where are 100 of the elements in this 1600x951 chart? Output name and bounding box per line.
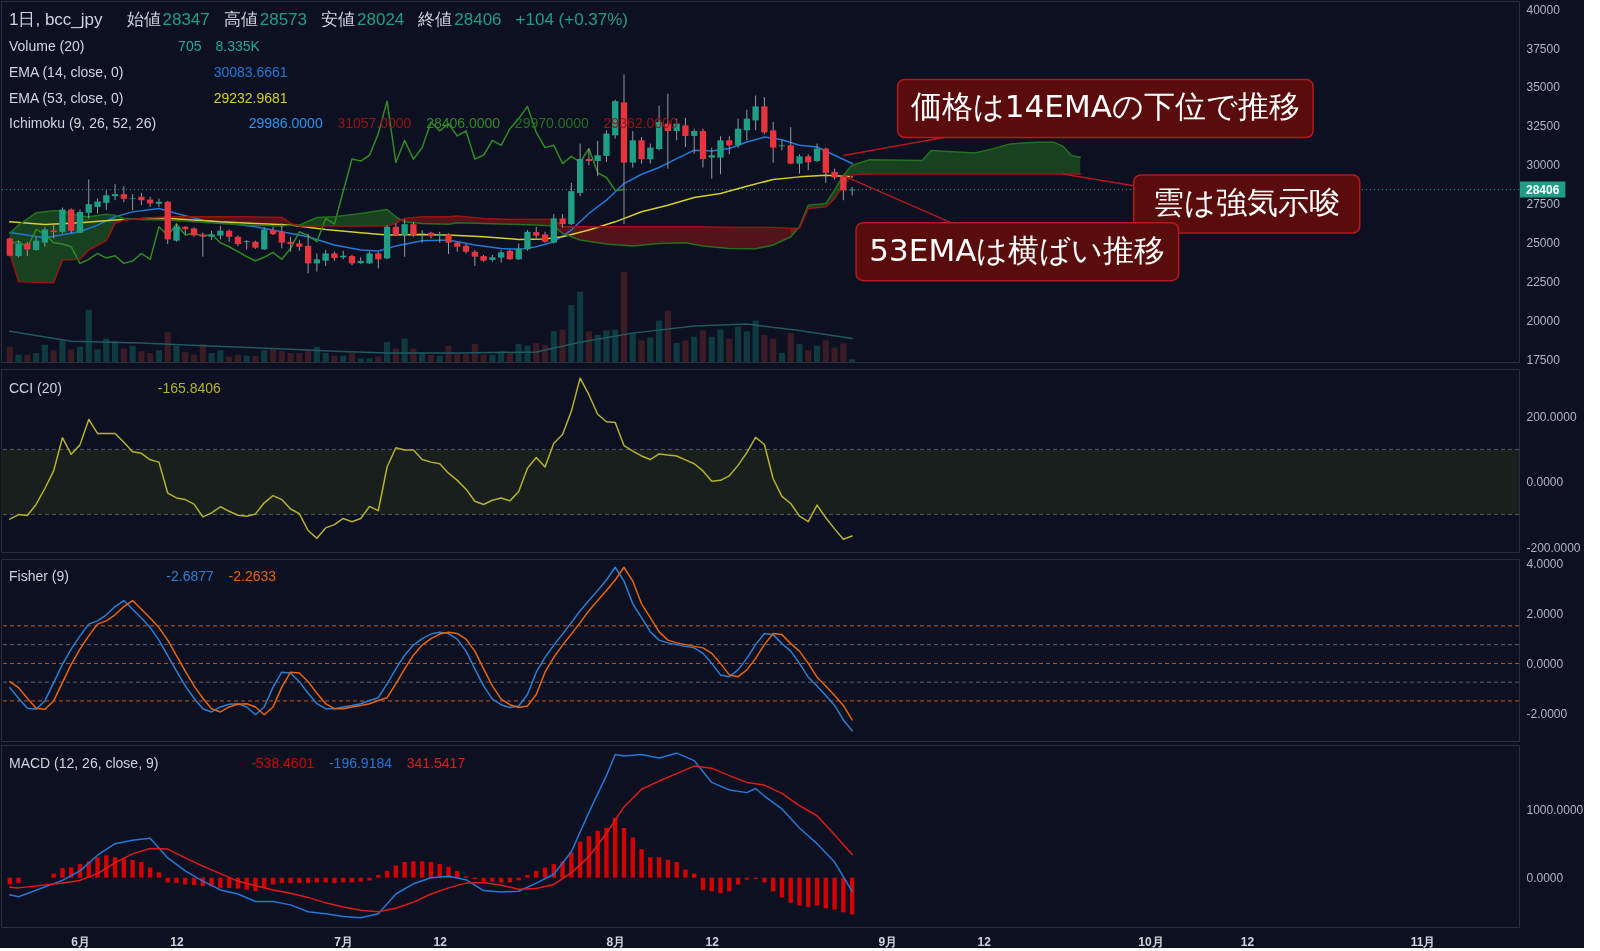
bar [770,338,777,362]
bar [674,862,679,878]
candlestick [278,222,285,249]
x-tick-label: 9月 [878,934,898,949]
bar [620,271,628,362]
bar [252,355,259,362]
x-tick-label: 7月 [334,934,354,949]
bar [718,877,723,894]
bar [376,874,381,878]
bar [16,877,21,884]
candlestick [734,118,742,149]
bar [15,354,22,362]
bar [288,877,293,884]
annotation: -538.4601 [251,755,315,771]
bar [568,305,575,362]
bar [762,877,767,883]
bar [6,346,13,362]
bar [208,352,215,362]
candlestick [524,229,531,252]
bar [182,352,189,362]
bar [831,347,838,362]
bar [375,356,382,362]
bar [796,343,803,362]
bar [68,349,75,362]
annotation: CCI (20) [9,380,62,396]
bar [402,862,407,878]
bar [498,351,505,362]
bar [269,349,277,362]
y-tick-label: 25000 [1526,236,1561,251]
candlestick [199,232,206,258]
bar [138,351,145,362]
bar [129,345,136,362]
bar [218,877,223,888]
bar [797,877,802,906]
candlestick [304,233,312,274]
candlestick [269,226,277,236]
bar [788,877,793,903]
annotation: Volume (20) [9,38,85,54]
candlestick [155,198,163,208]
annotation: 価格は14EMAの下位で推移 [910,88,1300,125]
bar [656,857,662,878]
candlestick [796,153,803,175]
annotation: EMA (53, close, 0) [9,90,124,106]
annotation: 始値 [126,10,161,29]
bar [534,870,539,878]
bar [480,354,487,362]
candlestick [261,226,268,251]
candlestick [629,130,636,169]
bar [761,334,768,362]
y-tick-label: 35000 [1526,80,1561,95]
annotation: 28024 [357,10,405,29]
bar [366,358,373,362]
bar [323,877,328,883]
y-tick-label: 37500 [1526,41,1561,56]
bar [297,877,302,884]
bar [120,348,127,362]
x-tick-label: 12 [977,934,992,949]
annotation: 28406 [454,10,502,29]
bar [278,351,285,362]
bar [24,354,31,362]
candlestick [594,140,601,177]
bar [454,353,461,362]
candlestick [445,232,452,255]
line-series [9,174,853,241]
annotation: +104 (+0.37%) [515,10,629,29]
x-tick-label: 12 [433,934,448,949]
annotation: 雲は強気示唆 [1153,184,1341,221]
bar [76,346,84,362]
annotation: 1日, bcc_jpy [9,10,104,29]
candlestick [68,207,75,234]
bar [542,867,548,878]
annotation: -165.8406 [157,380,222,396]
x-tick-label: 10月 [1138,934,1164,949]
y-tick-label: 17500 [1526,352,1561,367]
bar [243,355,250,362]
annotation: 29986.0000 [248,115,323,131]
bar [147,352,154,362]
bar [234,354,241,362]
candlestick [41,226,49,248]
annotation: 341.5417 [406,755,466,771]
ref-line-label: 28406 [1525,182,1560,197]
candlestick [173,222,180,243]
bar [648,857,653,878]
x-tick-label: 11月 [1410,934,1436,949]
y-tick-label: 27500 [1526,197,1561,212]
annotation: 安値 [321,10,356,29]
annotation: 28347 [162,10,210,29]
candlestick [691,128,698,155]
candlestick [225,228,233,243]
bar [41,344,48,362]
x-tick-label: 8月 [606,934,626,949]
bar [595,830,600,878]
annotation: 8.335K [215,38,261,54]
annotation: MACD (12, 26, close, 9) [9,755,159,771]
candlestick [585,148,593,166]
candlestick [401,219,408,258]
bar [734,326,742,362]
line-series [9,377,853,541]
bar [164,332,171,362]
bar [682,340,689,362]
